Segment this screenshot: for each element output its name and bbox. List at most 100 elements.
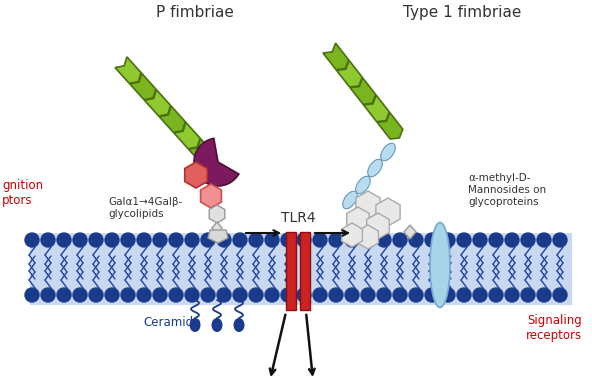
Text: P fimbriae: P fimbriae — [156, 5, 234, 20]
Circle shape — [169, 233, 183, 247]
Ellipse shape — [233, 318, 244, 332]
Polygon shape — [115, 57, 141, 83]
Circle shape — [73, 233, 87, 247]
Ellipse shape — [356, 176, 370, 194]
Circle shape — [217, 288, 231, 302]
Circle shape — [41, 233, 55, 247]
Polygon shape — [358, 225, 378, 249]
Text: gnition
ptors: gnition ptors — [2, 179, 43, 207]
Circle shape — [57, 288, 71, 302]
Circle shape — [489, 288, 503, 302]
Polygon shape — [376, 198, 400, 226]
Circle shape — [521, 288, 535, 302]
Circle shape — [313, 288, 327, 302]
Circle shape — [233, 233, 247, 247]
Circle shape — [265, 288, 279, 302]
Circle shape — [313, 233, 327, 247]
Circle shape — [409, 233, 423, 247]
Ellipse shape — [430, 223, 450, 308]
Ellipse shape — [189, 318, 201, 332]
Polygon shape — [336, 60, 362, 87]
Circle shape — [281, 233, 295, 247]
Circle shape — [505, 288, 519, 302]
Circle shape — [473, 233, 487, 247]
Circle shape — [121, 288, 135, 302]
Circle shape — [105, 233, 119, 247]
Bar — [300, 232, 310, 310]
Ellipse shape — [381, 143, 395, 161]
Circle shape — [153, 233, 167, 247]
Polygon shape — [189, 139, 215, 165]
Polygon shape — [144, 90, 170, 116]
Circle shape — [537, 233, 551, 247]
Circle shape — [57, 233, 71, 247]
Text: Signaling
receptors: Signaling receptors — [526, 314, 582, 342]
Circle shape — [393, 288, 407, 302]
Polygon shape — [185, 162, 207, 188]
Circle shape — [297, 288, 311, 302]
Text: TLR4: TLR4 — [281, 211, 316, 225]
Circle shape — [457, 233, 471, 247]
Wedge shape — [194, 138, 239, 186]
Circle shape — [473, 288, 487, 302]
Text: α-methyl-D-
Mannosides on
glycoproteins: α-methyl-D- Mannosides on glycoproteins — [468, 173, 546, 207]
Circle shape — [217, 233, 231, 247]
Polygon shape — [209, 205, 225, 223]
Circle shape — [25, 288, 39, 302]
Circle shape — [73, 288, 87, 302]
Circle shape — [553, 288, 567, 302]
Bar — [286, 232, 296, 310]
Polygon shape — [212, 222, 222, 234]
Circle shape — [201, 233, 215, 247]
Circle shape — [361, 288, 375, 302]
Polygon shape — [363, 95, 390, 122]
Polygon shape — [356, 191, 380, 219]
Circle shape — [457, 288, 471, 302]
Circle shape — [121, 233, 135, 247]
Polygon shape — [377, 112, 403, 139]
Circle shape — [249, 233, 263, 247]
Ellipse shape — [368, 159, 382, 177]
Polygon shape — [130, 73, 156, 100]
Polygon shape — [208, 230, 228, 243]
Circle shape — [553, 233, 567, 247]
Circle shape — [265, 233, 279, 247]
Circle shape — [105, 288, 119, 302]
Text: Type 1 fimbriae: Type 1 fimbriae — [403, 5, 521, 20]
Circle shape — [425, 233, 439, 247]
Circle shape — [441, 288, 455, 302]
Circle shape — [489, 233, 503, 247]
Circle shape — [185, 288, 199, 302]
Circle shape — [361, 233, 375, 247]
Text: Galα1→4Galβ-
glycolipids: Galα1→4Galβ- glycolipids — [108, 197, 182, 219]
Polygon shape — [342, 223, 362, 247]
Circle shape — [89, 233, 103, 247]
Circle shape — [233, 288, 247, 302]
Polygon shape — [350, 78, 376, 104]
Circle shape — [441, 233, 455, 247]
Circle shape — [297, 233, 311, 247]
Circle shape — [281, 288, 295, 302]
Polygon shape — [404, 225, 416, 239]
Circle shape — [345, 233, 359, 247]
Circle shape — [41, 288, 55, 302]
Circle shape — [377, 288, 391, 302]
Circle shape — [425, 288, 439, 302]
Circle shape — [153, 288, 167, 302]
Polygon shape — [366, 213, 390, 239]
Circle shape — [329, 233, 343, 247]
Circle shape — [185, 233, 199, 247]
Circle shape — [201, 288, 215, 302]
Circle shape — [345, 288, 359, 302]
Polygon shape — [159, 106, 185, 132]
Polygon shape — [174, 122, 200, 149]
Circle shape — [409, 288, 423, 302]
Circle shape — [393, 233, 407, 247]
Ellipse shape — [343, 191, 358, 209]
Ellipse shape — [211, 318, 223, 332]
Bar — [30, 233, 572, 305]
Circle shape — [169, 288, 183, 302]
Circle shape — [521, 233, 535, 247]
Text: Ceramide: Ceramide — [143, 315, 200, 328]
Circle shape — [537, 288, 551, 302]
